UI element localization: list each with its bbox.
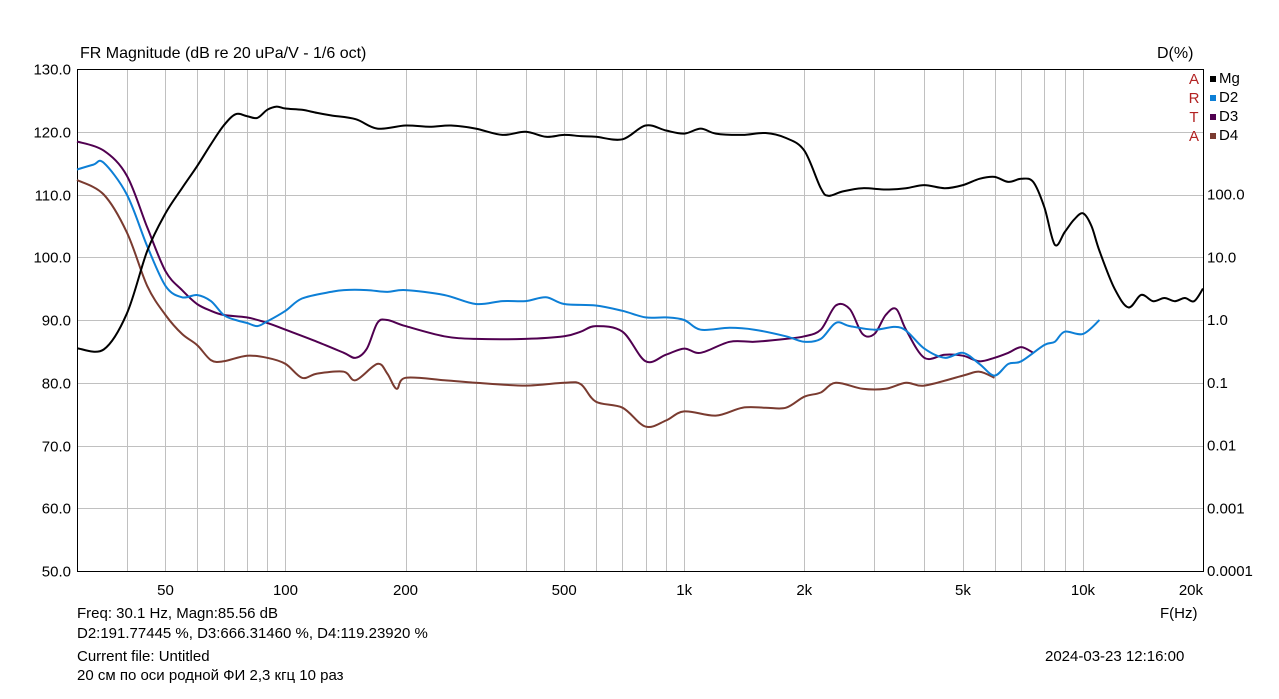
x-tick-label: 50: [157, 582, 174, 599]
y-left-tick-label: 70.0: [42, 439, 71, 456]
x-tick-label: 500: [552, 582, 577, 599]
legend-item: D4: [1210, 126, 1240, 145]
x-tick-label: 20k: [1179, 582, 1204, 599]
x-tick-label: 5k: [955, 582, 971, 599]
legend-swatch: [1210, 113, 1216, 120]
readout-distortion: D2:191.77445 %, D3:666.31460 %, D4:119.2…: [77, 625, 428, 642]
x-tick-label: 2k: [796, 582, 812, 599]
y-right-tick-label: 10.0: [1207, 249, 1236, 266]
watermark-letter: A: [1188, 71, 1199, 88]
legend-label: Mg: [1219, 70, 1240, 87]
x-tick-label: 1k: [676, 582, 692, 599]
timestamp: 2024-03-23 12:16:00: [1045, 648, 1185, 665]
measurement-note: 20 см по оси родной ФИ 2,3 кгц 10 раз: [77, 667, 344, 684]
legend: Mg D2 D3 D4: [1210, 69, 1240, 145]
y-left-tick-label: 90.0: [42, 313, 71, 330]
y-left-tick-label: 60.0: [42, 501, 71, 518]
x-tick-label: 100: [273, 582, 298, 599]
legend-label: D4: [1219, 127, 1239, 144]
y-right-tick-label: 100.0: [1207, 187, 1245, 204]
legend-label: D2: [1219, 89, 1239, 106]
legend-label: D3: [1219, 108, 1239, 125]
series-line-d2: [76, 159, 1101, 377]
watermark-letter: T: [1189, 109, 1199, 126]
legend-swatch: [1210, 75, 1216, 82]
chart-title: FR Magnitude (dB re 20 uPa/V - 1/6 oct): [80, 45, 367, 62]
legend-swatch: [1210, 132, 1216, 139]
y-left-tick-label: 100.0: [33, 250, 71, 267]
x-tick-label: 200: [393, 582, 418, 599]
y-right-tick-label: 1.0: [1207, 312, 1228, 329]
series-line-d3: [76, 140, 1034, 364]
legend-item: D2: [1210, 88, 1240, 107]
watermark-letter: A: [1188, 128, 1199, 145]
x-axis-label: F(Hz): [1160, 605, 1198, 622]
y-right-tick-label: 0.001: [1207, 500, 1245, 517]
y-right-tick-label: 0.1: [1207, 375, 1228, 392]
legend-item: Mg: [1210, 69, 1240, 88]
current-file: Current file: Untitled: [77, 648, 210, 665]
plot-frame: [77, 69, 1204, 572]
watermark-letter: R: [1188, 90, 1200, 107]
arta-watermark: A R T A: [1187, 70, 1201, 146]
y-left-tick-label: 120.0: [33, 125, 71, 142]
legend-swatch: [1210, 94, 1216, 101]
right-axis-title: D(%): [1157, 45, 1194, 62]
x-tick-label: 10k: [1071, 582, 1096, 599]
y-right-tick-label: 0.01: [1207, 438, 1236, 455]
series-line-mg: [76, 105, 1204, 353]
y-left-tick-label: 50.0: [42, 564, 71, 581]
legend-item: D3: [1210, 107, 1240, 126]
y-right-tick-label: 0.0001: [1207, 563, 1253, 580]
y-left-tick-label: 110.0: [35, 188, 71, 205]
y-left-tick-label: 80.0: [42, 376, 71, 393]
series-line-d4: [76, 179, 995, 429]
readout-freq-magn: Freq: 30.1 Hz, Magn:85.56 dB: [77, 605, 278, 622]
y-left-tick-label: 130.0: [33, 62, 71, 79]
